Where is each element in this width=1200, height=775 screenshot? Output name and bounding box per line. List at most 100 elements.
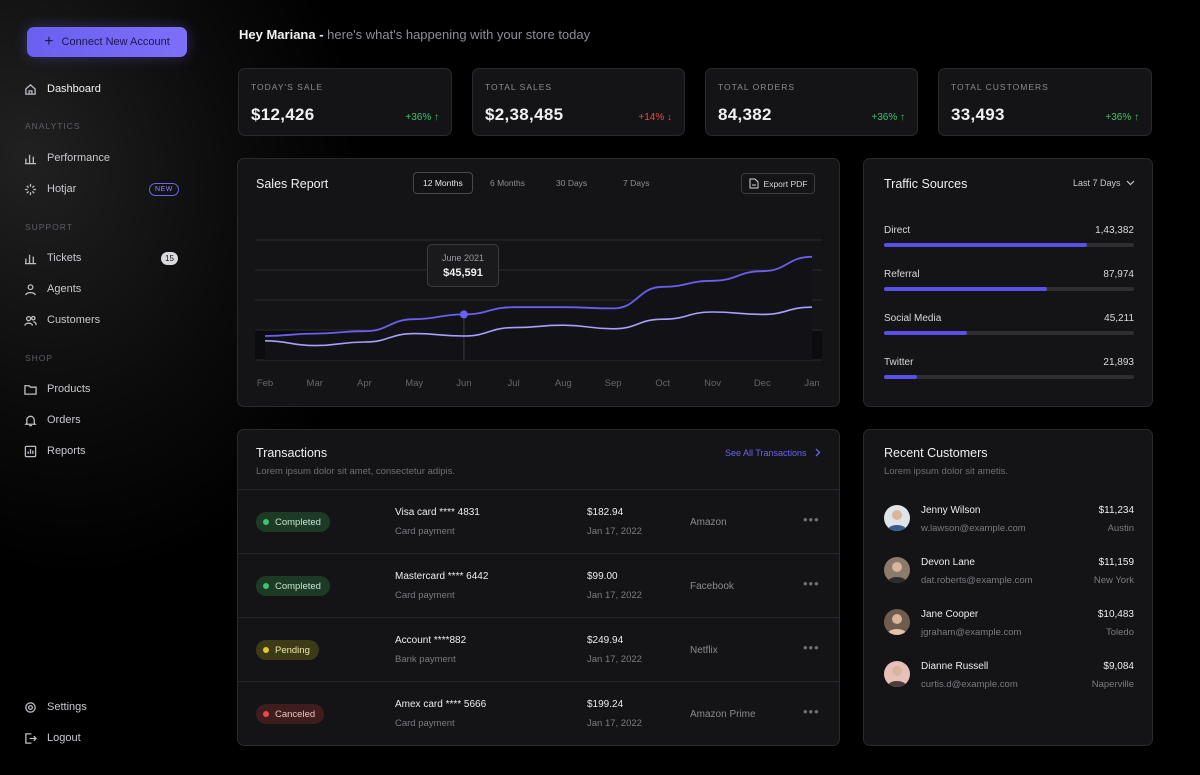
status-badge: Pending (256, 640, 319, 660)
tab-30-days[interactable]: 30 Days (556, 178, 588, 188)
primary-series-line (264, 255, 813, 337)
traffic-bar-track (884, 331, 1134, 335)
sidebar-item-dashboard[interactable]: Dashboard (24, 81, 101, 97)
traffic-source-name: Twitter (884, 357, 914, 368)
traffic-source-name: Direct (884, 225, 911, 236)
customer-name: Dianne Russell (921, 661, 989, 672)
x-tick-label: Jan (804, 378, 820, 389)
stat-value: $2,38,485 (485, 105, 564, 124)
stat-card-total-sales: TOTAL SALES $2,38,485 +14% ↓ (472, 68, 685, 136)
bar-chart-icon (24, 154, 37, 164)
stat-change: +36% ↑ (405, 112, 439, 123)
transactions-card: Transactions Lorem ipsum dolor sit amet,… (237, 429, 840, 746)
amount: $182.94 (587, 507, 624, 518)
sidebar-item-performance[interactable]: Performance (24, 150, 110, 166)
sidebar-item-tickets[interactable]: Tickets (24, 250, 81, 266)
traffic-title: Traffic Sources (884, 177, 968, 191)
tab-6-months[interactable]: 6 Months (490, 178, 525, 188)
customer-city: Naperville (1091, 679, 1134, 690)
sidebar-label: Hotjar (47, 183, 77, 195)
recent-customers-subtitle: Lorem ipsum dolor sit ametis. (884, 466, 1009, 477)
x-tick-label: Oct (655, 378, 671, 389)
payment-type: Card payment (395, 590, 455, 601)
list-item[interactable]: Devon Lane dat.roberts@example.com $11,159… (884, 557, 1134, 597)
sidebar-item-hotjar[interactable]: Hotjar (24, 181, 76, 197)
traffic-source-name: Social Media (884, 313, 942, 324)
primary-series-area (265, 256, 812, 360)
new-badge: NEW (149, 183, 179, 196)
more-options-icon[interactable]: ••• (803, 704, 820, 719)
stat-label: TOTAL CUSTOMERS (951, 82, 1049, 92)
tab-7-days[interactable]: 7 Days (623, 178, 650, 188)
see-all-transactions-link[interactable]: See All Transactions (725, 448, 821, 458)
customer-email: w.lawson@example.com (921, 523, 1026, 534)
transactions-title: Transactions (256, 446, 328, 460)
avatar (884, 661, 910, 687)
users-icon (24, 315, 37, 326)
sidebar-item-reports[interactable]: Reports (24, 443, 86, 459)
traffic-bar-fill (884, 375, 917, 379)
tab-12-months[interactable]: 12 Months (413, 172, 473, 194)
stat-value: 84,382 (718, 105, 772, 124)
customer-city: New York (1093, 575, 1134, 586)
recent-customers-title: Recent Customers (884, 446, 988, 460)
stat-change: +14% ↓ (638, 112, 672, 123)
sidebar-label: Performance (47, 152, 110, 164)
bar-chart-icon (24, 254, 37, 264)
see-all-label: See All Transactions (725, 448, 807, 458)
sidebar-item-logout[interactable]: Logout (24, 730, 81, 746)
transactions-subtitle: Lorem ipsum dolor sit amet, consectetur … (256, 466, 456, 477)
traffic-bar-fill (884, 331, 967, 335)
sidebar-label: Products (47, 383, 91, 395)
traffic-bar-fill (884, 243, 1087, 247)
sidebar-item-orders[interactable]: Orders (24, 412, 81, 428)
table-row[interactable]: Canceled Amex card **** 5666 Card payment $… (238, 681, 839, 745)
tooltip-value: $45,591 (443, 267, 483, 279)
sparkle-icon (24, 183, 37, 195)
section-analytics: ANALYTICS (25, 121, 81, 131)
list-item[interactable]: Jane Cooper jgraham@example.com $10,483 Tol… (884, 609, 1134, 649)
stat-change: +36% ↑ (871, 112, 905, 123)
connect-new-account-button[interactable]: + Connect New Account (27, 27, 187, 57)
stat-value: $12,426 (251, 105, 315, 124)
more-options-icon[interactable]: ••• (803, 512, 820, 527)
table-row[interactable]: Completed Mastercard **** 6442 Card paymen… (238, 553, 839, 617)
traffic-bar-fill (884, 287, 1047, 291)
payment-method: Visa card **** 4831 (395, 507, 480, 518)
status-label: Canceled (275, 708, 316, 720)
customer-city: Austin (1107, 523, 1134, 534)
list-item[interactable]: Dianne Russell curtis.d@example.com $9,084… (884, 661, 1134, 701)
period-dropdown[interactable]: Last 7 Days (1073, 178, 1135, 188)
payment-method: Account ****882 (395, 635, 467, 646)
list-item[interactable]: Jenny Wilson w.lawson@example.com $11,234 A… (884, 505, 1134, 545)
sidebar-item-products[interactable]: Products (24, 381, 90, 397)
sidebar-label: Logout (47, 732, 81, 744)
x-tick-label: Jun (456, 378, 472, 389)
logout-icon (25, 732, 37, 744)
sales-report-title: Sales Report (256, 177, 329, 191)
sidebar-item-customers[interactable]: Customers (24, 312, 100, 328)
sidebar-item-settings[interactable]: Settings (24, 699, 87, 715)
sidebar-item-agents[interactable]: Agents (24, 281, 81, 297)
table-row[interactable]: Pending Account ****882 Bank payment $249.9… (238, 617, 839, 681)
export-pdf-button[interactable]: Export PDF (741, 173, 815, 194)
customer-amount: $11,234 (1098, 505, 1134, 516)
section-support: SUPPORT (25, 222, 73, 232)
x-tick-label: Sep (604, 378, 622, 389)
more-options-icon[interactable]: ••• (803, 640, 820, 655)
export-pdf-label: Export PDF (763, 178, 808, 189)
date: Jan 17, 2022 (587, 590, 642, 601)
more-options-icon[interactable]: ••• (803, 576, 820, 591)
date: Jan 17, 2022 (587, 718, 642, 729)
stat-card-todays-sale: TODAY'S SALE $12,426 +36% ↑ (238, 68, 452, 136)
stat-label: TOTAL ORDERS (718, 82, 796, 92)
traffic-source-name: Referral (884, 269, 920, 280)
x-tick-label: May (405, 378, 424, 389)
chart-tooltip: June 2021 $45,591 (427, 244, 499, 287)
table-row[interactable]: Completed Visa card **** 4831 Card payment… (238, 489, 839, 553)
sidebar-label: Tickets (47, 252, 82, 264)
x-tick-label: Mar (306, 378, 323, 389)
status-dot-icon (263, 711, 269, 717)
secondary-series-line (264, 306, 813, 347)
payment-type: Card payment (395, 526, 455, 537)
